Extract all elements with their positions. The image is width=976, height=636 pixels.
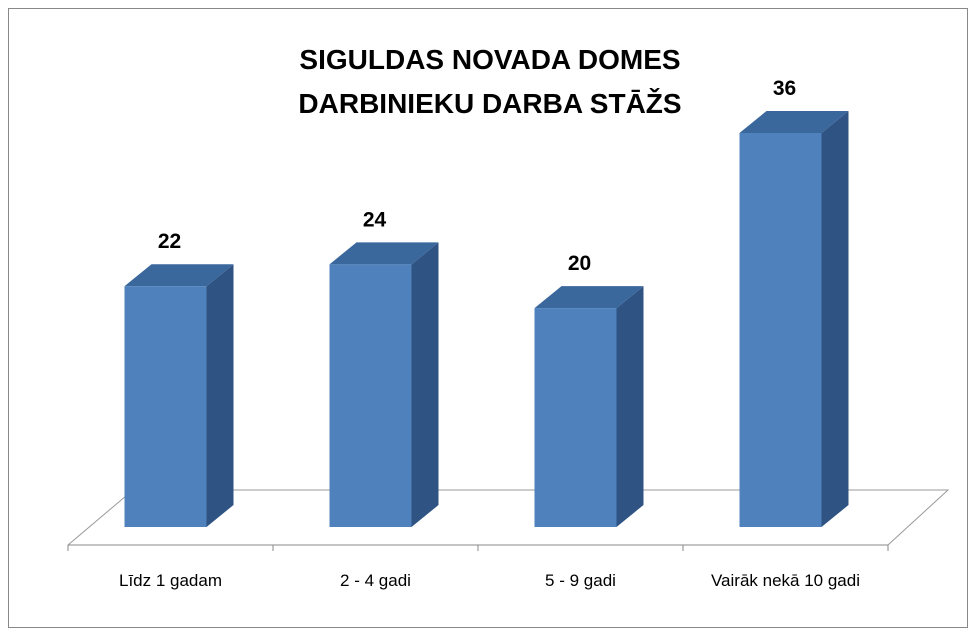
bar-top: [124, 264, 234, 287]
bar-top: [329, 242, 439, 265]
bar-side: [206, 264, 234, 527]
bar-top: [739, 111, 849, 133]
bar: [329, 264, 412, 527]
bar: [124, 286, 207, 527]
bar-side: [821, 111, 849, 527]
value-label: 22: [158, 230, 181, 253]
value-label: 20: [568, 252, 591, 275]
bar: [739, 133, 822, 527]
bar: [534, 308, 617, 527]
bar-side: [411, 242, 439, 528]
x-tick-label: 2 - 4 gadi: [340, 571, 411, 590]
chart-title: SIGULDAS NOVADA DOMES DARBINIEKU DARBA S…: [298, 44, 682, 119]
x-tick-label: 5 - 9 gadi: [545, 571, 616, 590]
value-label: 36: [773, 77, 796, 100]
bar-side: [616, 286, 644, 527]
bar-top: [534, 286, 644, 309]
x-tick-label: Vairāk nekā 10 gadi: [710, 571, 860, 590]
value-label: 24: [363, 208, 387, 231]
x-tick-label: Līdz 1 gadam: [118, 571, 222, 590]
